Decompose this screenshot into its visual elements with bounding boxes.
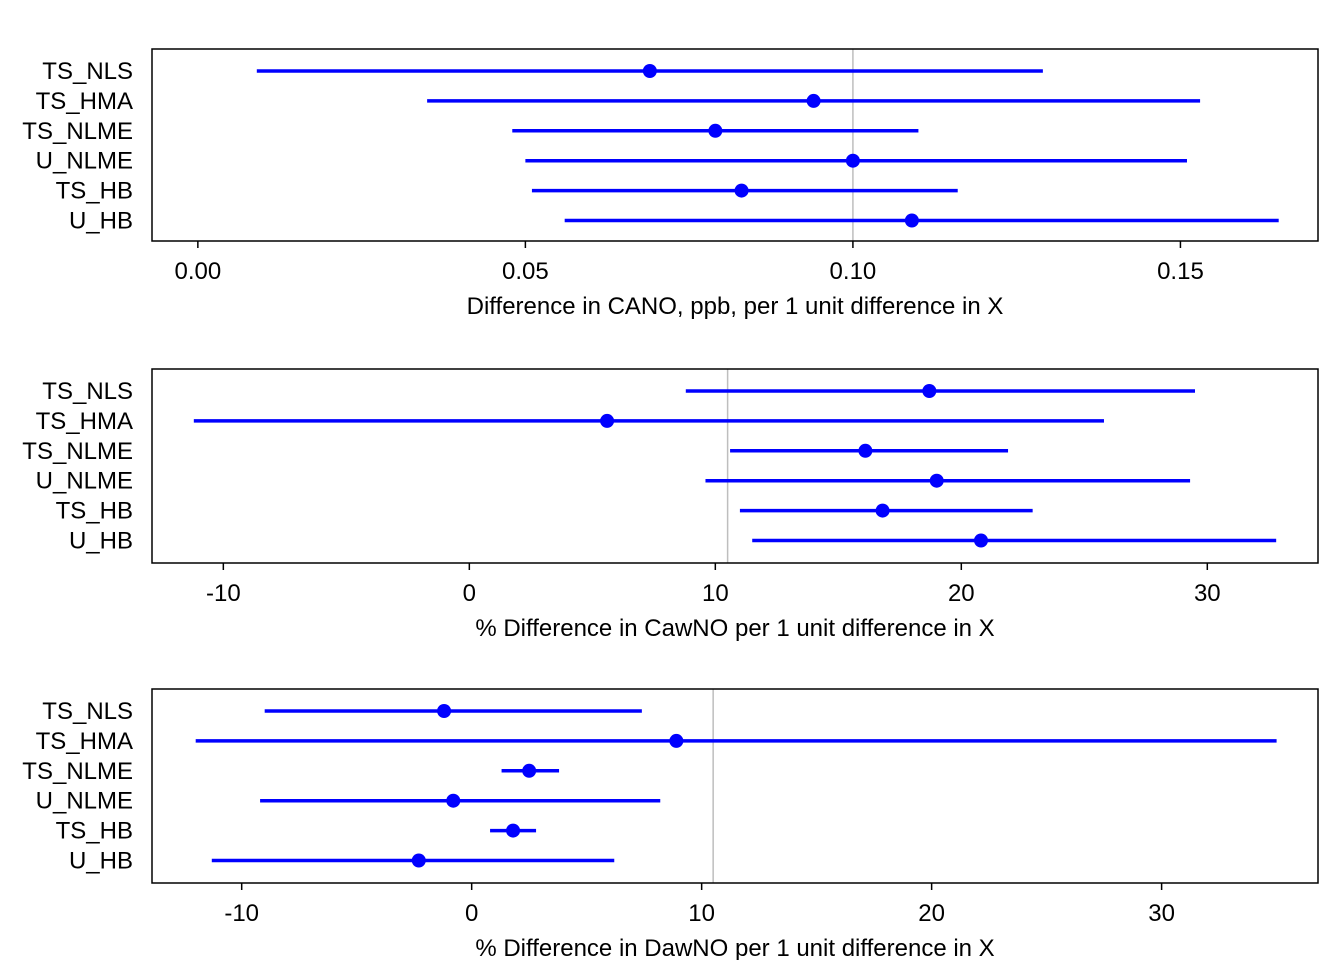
category-label: TS_NLME bbox=[22, 118, 133, 145]
x-tick-label: 0 bbox=[463, 580, 476, 607]
category-label: TS_HB bbox=[56, 818, 133, 845]
category-label: TS_NLS bbox=[42, 58, 133, 85]
point-estimate bbox=[669, 733, 684, 748]
x-tick-label: 30 bbox=[1148, 900, 1175, 927]
category-label: TS_NLS bbox=[42, 378, 133, 405]
x-tick-label: 0.00 bbox=[174, 258, 221, 285]
x-axis-label: % Difference in DawNO per 1 unit differe… bbox=[475, 935, 994, 960]
category-label: U_NLME bbox=[36, 788, 133, 815]
category-label: TS_HMA bbox=[36, 728, 133, 755]
point-estimate bbox=[600, 413, 615, 428]
x-tick-label: 0.10 bbox=[830, 258, 877, 285]
plot-frame bbox=[151, 688, 1319, 884]
point-estimate bbox=[411, 853, 426, 868]
point-estimate bbox=[708, 123, 723, 138]
x-axis-label: Difference in CANO, ppb, per 1 unit diff… bbox=[467, 293, 1004, 320]
category-label: TS_NLME bbox=[22, 438, 133, 465]
x-axis-label: % Difference in CawNO per 1 unit differe… bbox=[475, 615, 994, 642]
x-tick-label: 0.05 bbox=[502, 258, 549, 285]
point-estimate bbox=[806, 93, 821, 108]
panel-1: TS_NLS TS_HMA TS_NLME U_NLME TS_HB U_HB 0.00 0.… bbox=[22, 48, 1319, 320]
point-estimate bbox=[858, 443, 873, 458]
x-tick-label: -10 bbox=[224, 900, 259, 927]
category-label: TS_NLS bbox=[42, 698, 133, 725]
point-estimate bbox=[904, 213, 919, 228]
category-label: U_NLME bbox=[36, 468, 133, 495]
x-tick-label: 10 bbox=[702, 580, 729, 607]
category-label: TS_NLME bbox=[22, 758, 133, 785]
category-label: U_NLME bbox=[36, 148, 133, 175]
category-label: U_HB bbox=[69, 208, 133, 235]
category-label: U_HB bbox=[69, 848, 133, 875]
plot-frame bbox=[151, 368, 1319, 564]
category-label: TS_HMA bbox=[36, 408, 133, 435]
point-estimate bbox=[875, 503, 890, 518]
x-tick-label: 0.15 bbox=[1157, 258, 1204, 285]
x-tick-label: -10 bbox=[206, 580, 241, 607]
panel-2: TS_NLS TS_HMA TS_NLME U_NLME TS_HB U_HB -10 0 10… bbox=[22, 368, 1319, 642]
category-label: TS_HB bbox=[56, 178, 133, 205]
point-estimate bbox=[506, 823, 521, 838]
x-tick-label: 20 bbox=[948, 580, 975, 607]
point-estimate bbox=[642, 64, 657, 78]
point-estimate bbox=[734, 183, 749, 198]
point-estimate bbox=[929, 473, 944, 488]
point-estimate bbox=[446, 793, 461, 808]
point-estimate bbox=[845, 153, 860, 168]
category-label: TS_HMA bbox=[36, 88, 133, 115]
point-estimate bbox=[922, 384, 937, 398]
panel-3: TS_NLS TS_HMA TS_NLME U_NLME TS_HB U_HB -10 0 10… bbox=[22, 688, 1319, 960]
x-tick-label: 0 bbox=[465, 900, 478, 927]
category-label: U_HB bbox=[69, 528, 133, 555]
point-estimate bbox=[437, 704, 452, 718]
x-tick-label: 20 bbox=[918, 900, 945, 927]
point-estimate bbox=[522, 763, 537, 778]
x-tick-label: 30 bbox=[1194, 580, 1221, 607]
x-tick-label: 10 bbox=[688, 900, 715, 927]
point-estimate bbox=[973, 533, 988, 548]
category-label: TS_HB bbox=[56, 498, 133, 525]
plot-frame bbox=[151, 48, 1319, 242]
